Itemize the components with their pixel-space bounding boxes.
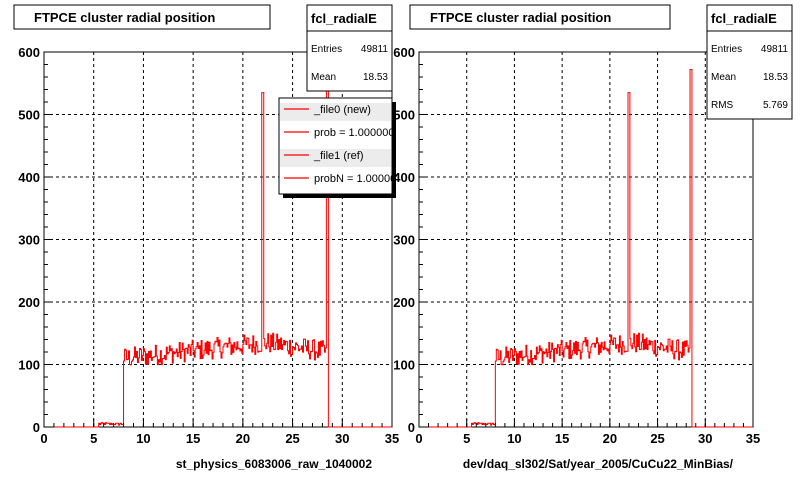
title-box bbox=[409, 4, 671, 30]
stats-label: Mean bbox=[311, 72, 336, 83]
stats-label: Entries bbox=[311, 44, 342, 55]
stats-value: 49811 bbox=[761, 44, 789, 55]
legend-row-band bbox=[280, 149, 391, 167]
legend-entry: probN = 1.000000 bbox=[314, 173, 402, 185]
histogram-panel-1: 0 5 10 15 20 25 30 35 0 100 200 300 400 500 600 st_phys… bbox=[13, 4, 402, 471]
x-tick-label: 0 bbox=[415, 431, 422, 446]
stats-value: 18.53 bbox=[763, 72, 788, 83]
histogram-panel-2: 0 5 10 15 20 25 30 35 0 100 200 300 400 500 600 dev/daq… bbox=[393, 4, 793, 471]
y-tick-label: 300 bbox=[393, 233, 415, 248]
stats-value: 49811 bbox=[361, 44, 389, 55]
x-tick-label: 5 bbox=[90, 431, 97, 446]
legend-entry: _file0 (new) bbox=[313, 104, 371, 116]
x-tick-label: 35 bbox=[385, 431, 399, 446]
legend-entry: _file1 (ref) bbox=[313, 150, 364, 162]
x-tick-label: 10 bbox=[136, 431, 150, 446]
stats-box-name: fcl_radialE bbox=[311, 11, 377, 26]
chart-title: FTPCE cluster radial position bbox=[34, 10, 215, 25]
y-tick-label: 500 bbox=[393, 108, 415, 123]
y-tick-label: 600 bbox=[18, 45, 40, 60]
x-tick-label: 20 bbox=[236, 431, 250, 446]
y-tick-label: 200 bbox=[18, 295, 40, 310]
x-tick-label: 10 bbox=[507, 431, 521, 446]
stats-box bbox=[706, 4, 793, 120]
histogram-series-line bbox=[428, 69, 753, 428]
y-tick-label: 600 bbox=[393, 45, 415, 60]
y-tick-label: 400 bbox=[393, 170, 415, 185]
x-tick-label: 20 bbox=[603, 431, 617, 446]
x-tick-label: 15 bbox=[186, 431, 200, 446]
y-tick-label: 500 bbox=[18, 108, 40, 123]
x-axis-label: dev/daq_sl302/Sat/year_2005/CuCu22_MinBi… bbox=[463, 457, 734, 471]
x-tick-label: 15 bbox=[555, 431, 569, 446]
x-tick-label: 0 bbox=[40, 431, 47, 446]
stats-label: RMS bbox=[711, 100, 734, 111]
y-tick-label: 0 bbox=[408, 420, 415, 435]
y-tick-label: 200 bbox=[393, 295, 415, 310]
stats-label: Mean bbox=[711, 72, 736, 83]
stats-label: Entries bbox=[711, 44, 742, 55]
x-tick-label: 30 bbox=[698, 431, 712, 446]
histogram-series-line bbox=[53, 69, 392, 428]
legend: _file0 (new) prob = 1.000000 _file1 (ref) p… bbox=[280, 103, 402, 185]
title-box bbox=[13, 4, 271, 30]
y-tick-label: 100 bbox=[18, 358, 40, 373]
legend-entry: prob = 1.000000 bbox=[314, 127, 394, 139]
y-tick-label: 300 bbox=[18, 233, 40, 248]
y-tick-label: 0 bbox=[33, 420, 40, 435]
stats-box-name: fcl_radialE bbox=[711, 11, 777, 26]
y-tick-label: 100 bbox=[393, 358, 415, 373]
x-tick-label: 5 bbox=[463, 431, 470, 446]
chart-title: FTPCE cluster radial position bbox=[430, 10, 611, 25]
x-tick-label: 25 bbox=[650, 431, 664, 446]
x-tick-label: 35 bbox=[746, 431, 760, 446]
x-axis-label: st_physics_6083006_raw_1040002 bbox=[176, 457, 372, 471]
stats-value: 5.769 bbox=[763, 100, 788, 111]
y-tick-label: 400 bbox=[18, 170, 40, 185]
stats-box bbox=[306, 4, 393, 92]
legend-row-band bbox=[280, 103, 391, 121]
x-tick-label: 30 bbox=[335, 431, 349, 446]
stats-value: 18.53 bbox=[363, 72, 388, 83]
x-tick-label: 25 bbox=[285, 431, 299, 446]
